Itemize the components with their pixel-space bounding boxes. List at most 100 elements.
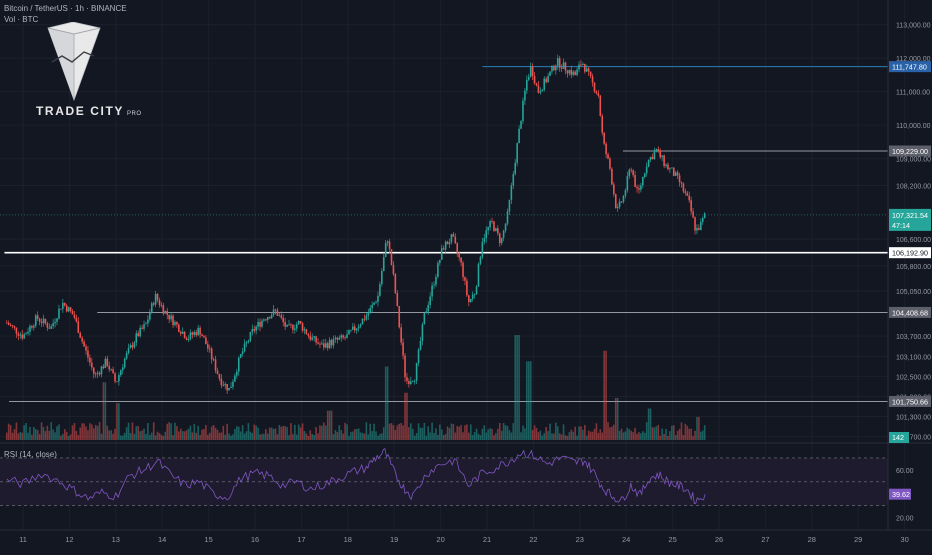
time-tick-label: 19 bbox=[390, 535, 398, 544]
candle-body bbox=[549, 71, 551, 76]
volume-bar bbox=[224, 434, 227, 440]
candle-body bbox=[680, 182, 683, 184]
volume-bar bbox=[116, 403, 118, 440]
volume-bar bbox=[40, 422, 43, 440]
candle-body bbox=[645, 166, 648, 174]
candle-body bbox=[585, 68, 588, 72]
candle-body bbox=[9, 324, 12, 326]
candle-body bbox=[423, 313, 426, 325]
candle-body bbox=[618, 201, 621, 207]
candle-body bbox=[71, 310, 74, 315]
candle-body bbox=[657, 149, 660, 151]
volume-bar bbox=[207, 434, 209, 440]
candle-body bbox=[11, 325, 14, 327]
level-price-label: 111,747.80 bbox=[892, 63, 927, 72]
candle-body bbox=[265, 319, 267, 321]
time-axis[interactable]: 11 12 13 14 15 16 17 18 19 20 21 22 23 24 25 26 27 28 29 30 bbox=[0, 529, 932, 544]
time-tick-label: 27 bbox=[761, 535, 769, 544]
volume-bar bbox=[520, 432, 522, 440]
candle-body bbox=[34, 315, 37, 326]
candle-body bbox=[199, 327, 201, 335]
volume-bar bbox=[284, 426, 286, 440]
volume-bar bbox=[352, 431, 354, 440]
volume-bar bbox=[33, 426, 35, 440]
candle-body bbox=[406, 377, 408, 382]
volume-bar bbox=[346, 424, 348, 440]
volume-bar bbox=[162, 435, 165, 440]
volume-bar bbox=[510, 432, 513, 440]
volume-bar bbox=[172, 435, 174, 440]
candle-body bbox=[396, 292, 399, 307]
candle-body bbox=[92, 367, 95, 374]
candle-body bbox=[228, 387, 230, 391]
candle-body bbox=[601, 116, 604, 133]
volume-bar bbox=[324, 425, 327, 440]
price-tick-label: 102,500.00 bbox=[896, 374, 931, 381]
volume-bar bbox=[603, 350, 605, 440]
candle-body bbox=[216, 370, 219, 375]
volume-bar bbox=[462, 432, 464, 440]
volume-bar bbox=[276, 434, 279, 440]
candle-body bbox=[191, 332, 194, 335]
volume-bars bbox=[5, 335, 706, 440]
candle-body bbox=[239, 353, 242, 358]
volume-bar bbox=[411, 428, 414, 440]
volume-bar bbox=[183, 431, 186, 440]
volume-bar bbox=[94, 425, 97, 440]
volume-bar bbox=[607, 422, 609, 440]
price-axis[interactable]: 113,000.00 112,000.00 111,000.00 110,000.00… bbox=[887, 0, 931, 530]
volume-bar bbox=[672, 425, 675, 440]
volume-bar bbox=[112, 433, 114, 440]
volume-bar bbox=[700, 431, 702, 440]
volume-bar bbox=[265, 429, 267, 440]
volume-bar bbox=[34, 429, 37, 440]
volume-bar bbox=[11, 432, 14, 440]
volume-bar bbox=[239, 431, 242, 440]
candle-body bbox=[566, 70, 569, 74]
volume-bar bbox=[359, 432, 362, 440]
candles bbox=[5, 54, 706, 394]
volume-bar bbox=[257, 427, 259, 440]
candle-body bbox=[121, 367, 124, 371]
candle-body bbox=[266, 317, 269, 320]
candle-body bbox=[634, 175, 636, 187]
volume-bar bbox=[96, 425, 99, 440]
volume-bar bbox=[487, 429, 489, 440]
candle-body bbox=[263, 319, 265, 321]
volume-bar bbox=[104, 382, 107, 440]
candle-body bbox=[377, 295, 379, 302]
candle-body bbox=[382, 257, 385, 272]
candle-body bbox=[468, 295, 470, 303]
volume-bar bbox=[379, 433, 381, 440]
rsi-tick-label: 60.00 bbox=[896, 468, 914, 475]
volume-bar bbox=[686, 425, 689, 440]
candle-body bbox=[160, 305, 163, 306]
candle-body bbox=[27, 331, 29, 334]
volume-bar bbox=[527, 361, 530, 440]
level-price-tag bbox=[889, 145, 931, 157]
volume-bar bbox=[570, 429, 573, 440]
volume-bar bbox=[170, 423, 172, 440]
volume-bar bbox=[454, 432, 457, 440]
candle-body bbox=[603, 132, 605, 144]
candle-body bbox=[663, 155, 665, 166]
volume-bar bbox=[549, 423, 551, 440]
current-price-tag bbox=[889, 208, 931, 231]
candle-body bbox=[671, 167, 673, 169]
candle-body bbox=[17, 333, 20, 336]
volume-bar bbox=[690, 428, 692, 440]
volume-bar bbox=[179, 428, 182, 440]
volume-bar bbox=[406, 392, 408, 440]
volume-bar bbox=[427, 426, 430, 440]
candle-body bbox=[367, 313, 370, 316]
level-price-label: 104,408.68 bbox=[892, 308, 928, 317]
rsi-label: RSI (14, close) bbox=[4, 450, 57, 459]
candle-body bbox=[479, 256, 482, 264]
candle-body bbox=[58, 308, 60, 319]
candle-body bbox=[462, 262, 464, 278]
candle-body bbox=[522, 100, 524, 122]
volume-bar bbox=[580, 426, 582, 440]
candle-body bbox=[624, 190, 627, 196]
volume-bar bbox=[479, 435, 482, 440]
